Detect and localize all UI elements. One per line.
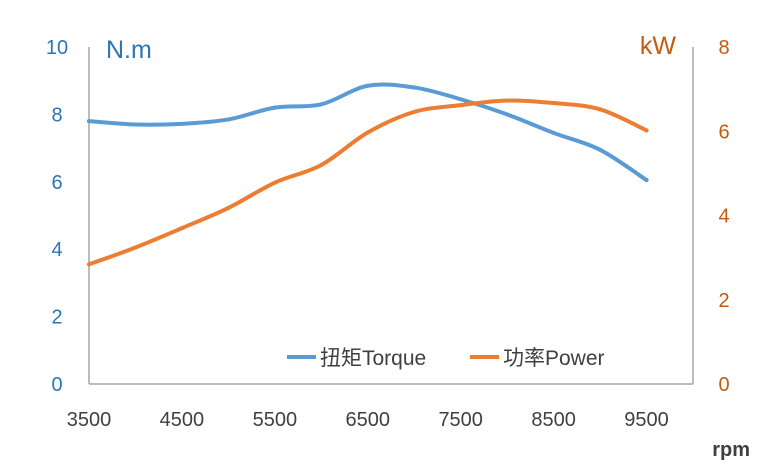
- torque-point: [365, 83, 370, 88]
- series-lines: [87, 82, 649, 267]
- x-tick-label: 7500: [438, 409, 483, 431]
- right-axis-unit: kW: [640, 32, 677, 60]
- torque-point: [179, 121, 184, 126]
- torque-point: [551, 130, 556, 135]
- torque-point: [598, 147, 603, 152]
- power-point: [87, 262, 91, 267]
- left-tick-label: 0: [51, 374, 62, 396]
- left-tick-label: 2: [51, 307, 62, 329]
- power-point: [551, 101, 556, 106]
- left-axis-ticks: 0 2 4 6 8 10: [46, 37, 68, 396]
- torque-point: [133, 122, 138, 127]
- torque-point: [272, 105, 277, 110]
- x-tick-label: 5500: [253, 409, 298, 431]
- power-point: [598, 107, 603, 112]
- legend-label-torque: 扭矩Torque: [320, 347, 426, 370]
- right-tick-label: 0: [718, 374, 729, 396]
- torque-point: [87, 119, 91, 124]
- torque-point: [644, 178, 649, 183]
- torque-point: [226, 117, 231, 122]
- left-tick-label: 6: [51, 172, 62, 194]
- power-point: [458, 103, 463, 108]
- torque-point: [412, 85, 417, 90]
- left-tick-label: 10: [46, 37, 68, 59]
- power-point: [226, 205, 231, 210]
- left-axis-unit: N.m: [106, 36, 152, 64]
- x-tick-label: 6500: [346, 409, 391, 431]
- power-point: [365, 130, 370, 135]
- power-point: [505, 98, 510, 103]
- torque-point: [458, 97, 463, 102]
- torque-point: [319, 102, 324, 107]
- power-point: [272, 180, 277, 185]
- torque-point: [505, 112, 510, 117]
- x-tick-label: 9500: [624, 409, 669, 431]
- power-point: [133, 245, 138, 250]
- right-tick-label: 8: [718, 37, 729, 59]
- right-tick-label: 6: [718, 121, 729, 143]
- legend: 扭矩Torque 功率Power: [287, 347, 605, 370]
- right-axis-ticks: 0 2 4 6 8: [718, 37, 729, 396]
- power-point: [179, 226, 184, 231]
- right-tick-label: 4: [718, 206, 729, 228]
- right-tick-label: 2: [718, 290, 729, 312]
- legend-label-power: 功率Power: [503, 347, 605, 370]
- x-tick-label: 3500: [67, 409, 112, 431]
- x-axis-label: rpm: [712, 439, 750, 461]
- power-point: [412, 109, 417, 114]
- x-axis-ticks: 3500 4500 5500 6500 7500 8500 9500: [67, 409, 669, 431]
- x-tick-label: 8500: [531, 409, 576, 431]
- x-tick-label: 4500: [160, 409, 205, 431]
- power-point: [319, 162, 324, 167]
- left-tick-label: 8: [51, 104, 62, 126]
- left-tick-label: 4: [51, 239, 62, 261]
- power-point: [644, 128, 649, 133]
